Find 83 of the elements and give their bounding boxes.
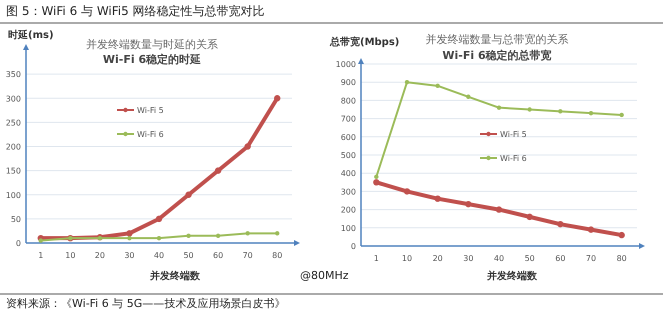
y-axis-title: 总带宽(Mbps): [329, 36, 400, 48]
y-tick-label: 900: [340, 78, 356, 88]
x-tick-label: 20: [94, 251, 105, 260]
caption: 图 5：WiFi 6 与 WiFi5 网络稳定性与总带宽对比: [6, 4, 265, 18]
point: [557, 220, 564, 228]
point: [496, 206, 502, 213]
point: [618, 232, 625, 238]
x-tick-label: 70: [586, 254, 596, 263]
point: [527, 107, 532, 112]
x-tick-label: 10: [402, 254, 412, 263]
chart-title: 并发终端数量与总带宽的关系: [426, 33, 568, 46]
y-tick-label: 300: [6, 94, 21, 104]
y-tick-label: 0: [16, 239, 21, 248]
point: [404, 188, 410, 195]
y-tick-label: 700: [340, 114, 356, 124]
point: [526, 214, 533, 220]
y-tick-label: 150: [6, 166, 21, 176]
point: [186, 234, 191, 238]
point: [274, 95, 280, 102]
text: 资料来源：《Wi-Fi 6 与 5G——技术及应用场景白皮书》: [6, 297, 286, 310]
x-tick-label: 50: [524, 254, 535, 263]
x-tick-label: 30: [124, 251, 135, 260]
point: [374, 174, 379, 180]
point: [275, 231, 280, 236]
point: [156, 236, 162, 240]
x-tick-label: 1: [374, 254, 379, 263]
y-tick-label: 200: [340, 206, 356, 215]
text: @80MHz: [300, 269, 349, 282]
x-tick-label: 10: [65, 251, 76, 260]
y-tick-label: 1000: [336, 60, 356, 69]
point: [404, 80, 410, 84]
y-tick-label: 500: [340, 151, 356, 160]
x-tick-label: 40: [154, 251, 164, 260]
y-tick-label: 0: [350, 242, 356, 251]
y-tick-label: 100: [340, 224, 356, 233]
y-tick-label: 200: [6, 142, 21, 152]
chart-subtitle: Wi-Fi 6稳定的时延: [102, 53, 202, 66]
y-tick-label: 100: [6, 190, 21, 200]
chart-title: 并发终端数量与时延的关系: [86, 38, 218, 51]
legend-label: Wi-Fi 6: [500, 154, 527, 163]
point: [156, 216, 162, 222]
y-tick-label: 50: [10, 214, 21, 224]
y-axis-title: 时延(ms): [8, 29, 54, 41]
y-tick-label: 800: [340, 96, 356, 106]
y-tick-label: 350: [6, 70, 21, 80]
y-tick-label: 250: [6, 118, 21, 128]
point: [619, 112, 624, 118]
x-tick-label: 60: [555, 254, 566, 263]
x-tick-label: 20: [432, 254, 443, 263]
point: [435, 84, 440, 88]
point: [185, 192, 192, 198]
point: [38, 238, 43, 243]
point: [588, 110, 594, 116]
x-axis-title: 并发终端数: [486, 270, 538, 282]
x-tick-label: 1: [38, 251, 44, 260]
point: [558, 109, 563, 114]
legend-label: Wi-Fi 6: [137, 130, 164, 139]
point: [245, 231, 250, 236]
y-tick-label: 600: [340, 132, 356, 142]
x-tick-label: 80: [272, 251, 282, 260]
point: [588, 226, 594, 233]
point: [244, 143, 251, 150]
point: [373, 179, 380, 186]
point: [216, 234, 220, 238]
point: [127, 236, 132, 240]
chart-subtitle: Wi-Fi 6稳定的总带宽: [442, 49, 552, 62]
legend-label: Wi-Fi 5: [500, 130, 527, 139]
legend-label: Wi-Fi 5: [137, 106, 164, 115]
point: [496, 105, 502, 110]
x-tick-label: 30: [463, 254, 474, 263]
x-axis-title: 并发终端数: [149, 270, 201, 282]
point: [126, 230, 133, 237]
x-tick-label: 60: [213, 251, 224, 260]
point: [214, 167, 222, 174]
x-tick-label: 50: [183, 251, 194, 260]
x-tick-label: 70: [242, 251, 253, 260]
x-tick-label: 80: [616, 254, 627, 263]
x-tick-label: 40: [494, 254, 504, 263]
y-tick-label: 400: [340, 169, 356, 178]
point: [465, 200, 472, 208]
point: [466, 94, 471, 99]
point: [434, 195, 441, 202]
y-tick-label: 300: [340, 187, 356, 196]
